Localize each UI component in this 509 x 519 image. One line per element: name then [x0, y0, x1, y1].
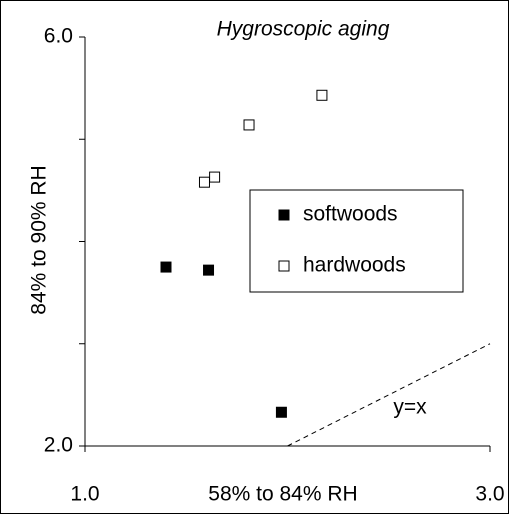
legend	[249, 189, 464, 293]
annotation: y=x	[393, 396, 427, 419]
marker	[209, 171, 221, 183]
legend-label: softwoods	[303, 203, 398, 226]
x-tick-label: 3.0	[475, 483, 504, 506]
legend-label: hardwoods	[303, 254, 406, 277]
reference-line	[287, 343, 491, 447]
y-tick-label: 2.0	[44, 434, 73, 457]
x-axis-label: 58% to 84% RH	[208, 483, 357, 506]
marker	[198, 176, 210, 188]
legend-marker	[278, 260, 290, 272]
y-tick-label: 6.0	[44, 25, 73, 48]
marker	[275, 406, 287, 418]
x-tick-label: 1.0	[70, 483, 99, 506]
y-axis-label: 84% to 90% RH	[28, 165, 51, 314]
chart-title: Hygroscopic aging	[217, 18, 390, 41]
marker	[203, 264, 215, 276]
legend-marker	[278, 209, 290, 221]
marker	[316, 89, 328, 101]
marker	[243, 119, 255, 131]
marker	[160, 261, 172, 273]
